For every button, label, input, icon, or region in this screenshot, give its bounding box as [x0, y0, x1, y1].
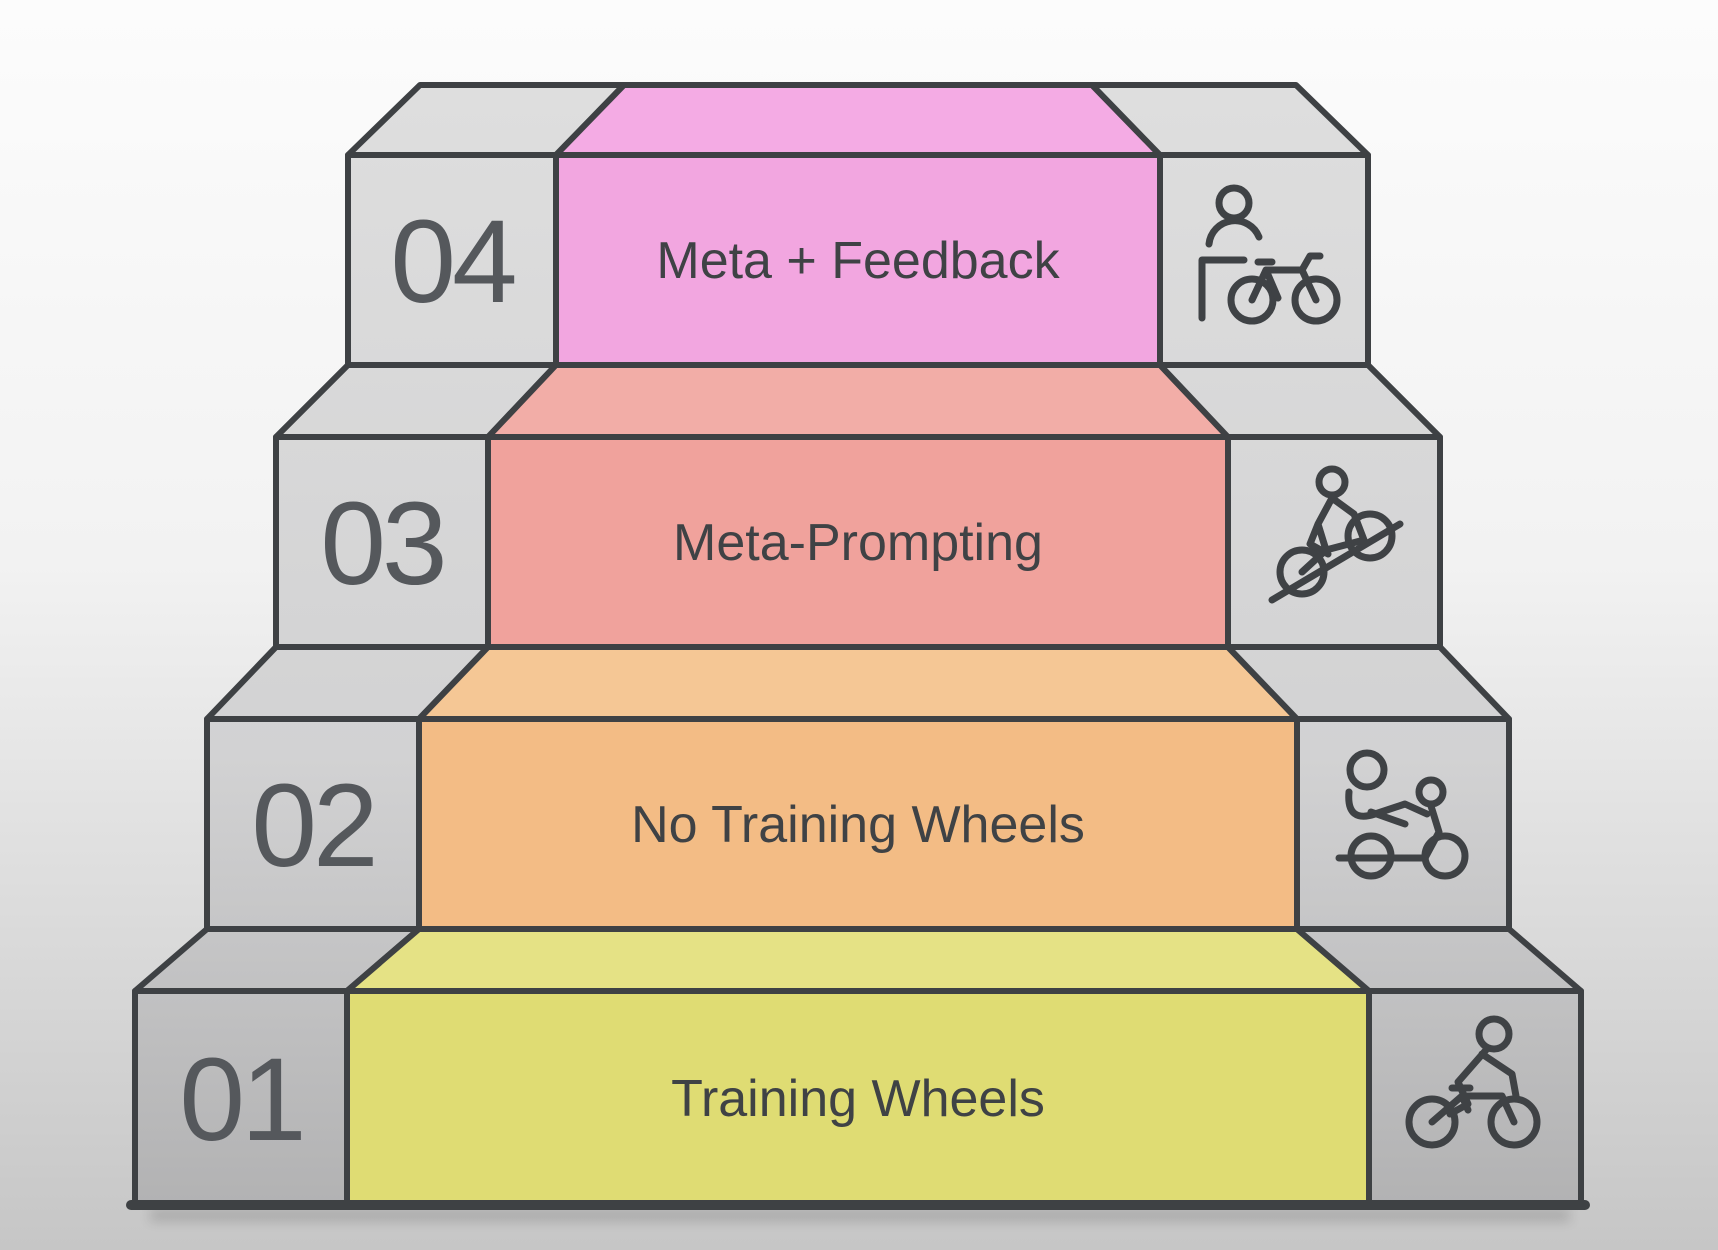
person-with-bicycle-icon: [1198, 184, 1341, 325]
person-arm-rail: [1198, 256, 1248, 322]
step-04-number: 04: [390, 196, 515, 328]
step-02: 02 No Training Wheels: [204, 644, 1512, 932]
step-03-number-panel: [273, 434, 491, 650]
step-03-face: [485, 434, 1231, 650]
step-02-number-panel: [204, 716, 422, 932]
step-03: 03 Meta-Prompting: [273, 362, 1443, 650]
step-01-top-face: [344, 926, 1372, 994]
front-wheel: [1344, 510, 1396, 562]
adult-helping-child-cyclist-icon: [1335, 749, 1469, 880]
step-02-number: 02: [251, 760, 374, 892]
step-04-top-face: [553, 82, 1163, 158]
step-03-number: 03: [320, 478, 443, 610]
cyclist-riding-icon: [1405, 1015, 1541, 1149]
step-01-label: Training Wheels: [671, 1070, 1045, 1128]
figures-and-frame: [1335, 788, 1443, 862]
step-04-number-panel: [345, 152, 559, 368]
step-02-label: No Training Wheels: [631, 796, 1085, 854]
bicycle-frame: [1248, 252, 1324, 304]
step-02-top-face: [416, 644, 1300, 722]
step-03-top-face: [485, 362, 1231, 440]
step-01-face: [344, 988, 1372, 1208]
front-wheel: [1291, 275, 1341, 325]
step-01: 01 Training Wheels: [132, 926, 1584, 1208]
step-02-face: [416, 716, 1300, 932]
slope-line: [1268, 520, 1404, 604]
step-04-face: [553, 152, 1163, 368]
rider-head: [1475, 1015, 1513, 1053]
front-wheel: [1487, 1095, 1541, 1149]
step-01-number: 01: [179, 1034, 302, 1166]
rider-and-frame: [1298, 494, 1368, 576]
rear-wheel: [1227, 275, 1277, 325]
cyclist-uphill-icon: [1268, 465, 1404, 604]
person-shoulders: [1205, 217, 1263, 248]
step-03-label: Meta-Prompting: [673, 514, 1043, 572]
floor-shadow: [150, 1209, 1570, 1221]
rider-and-frame: [1428, 1046, 1520, 1126]
step-04: 04 Meta + Feedback: [345, 82, 1371, 368]
step-04-label: Meta + Feedback: [656, 232, 1060, 290]
adult-head: [1346, 749, 1388, 791]
rear-wheel: [1405, 1095, 1459, 1149]
